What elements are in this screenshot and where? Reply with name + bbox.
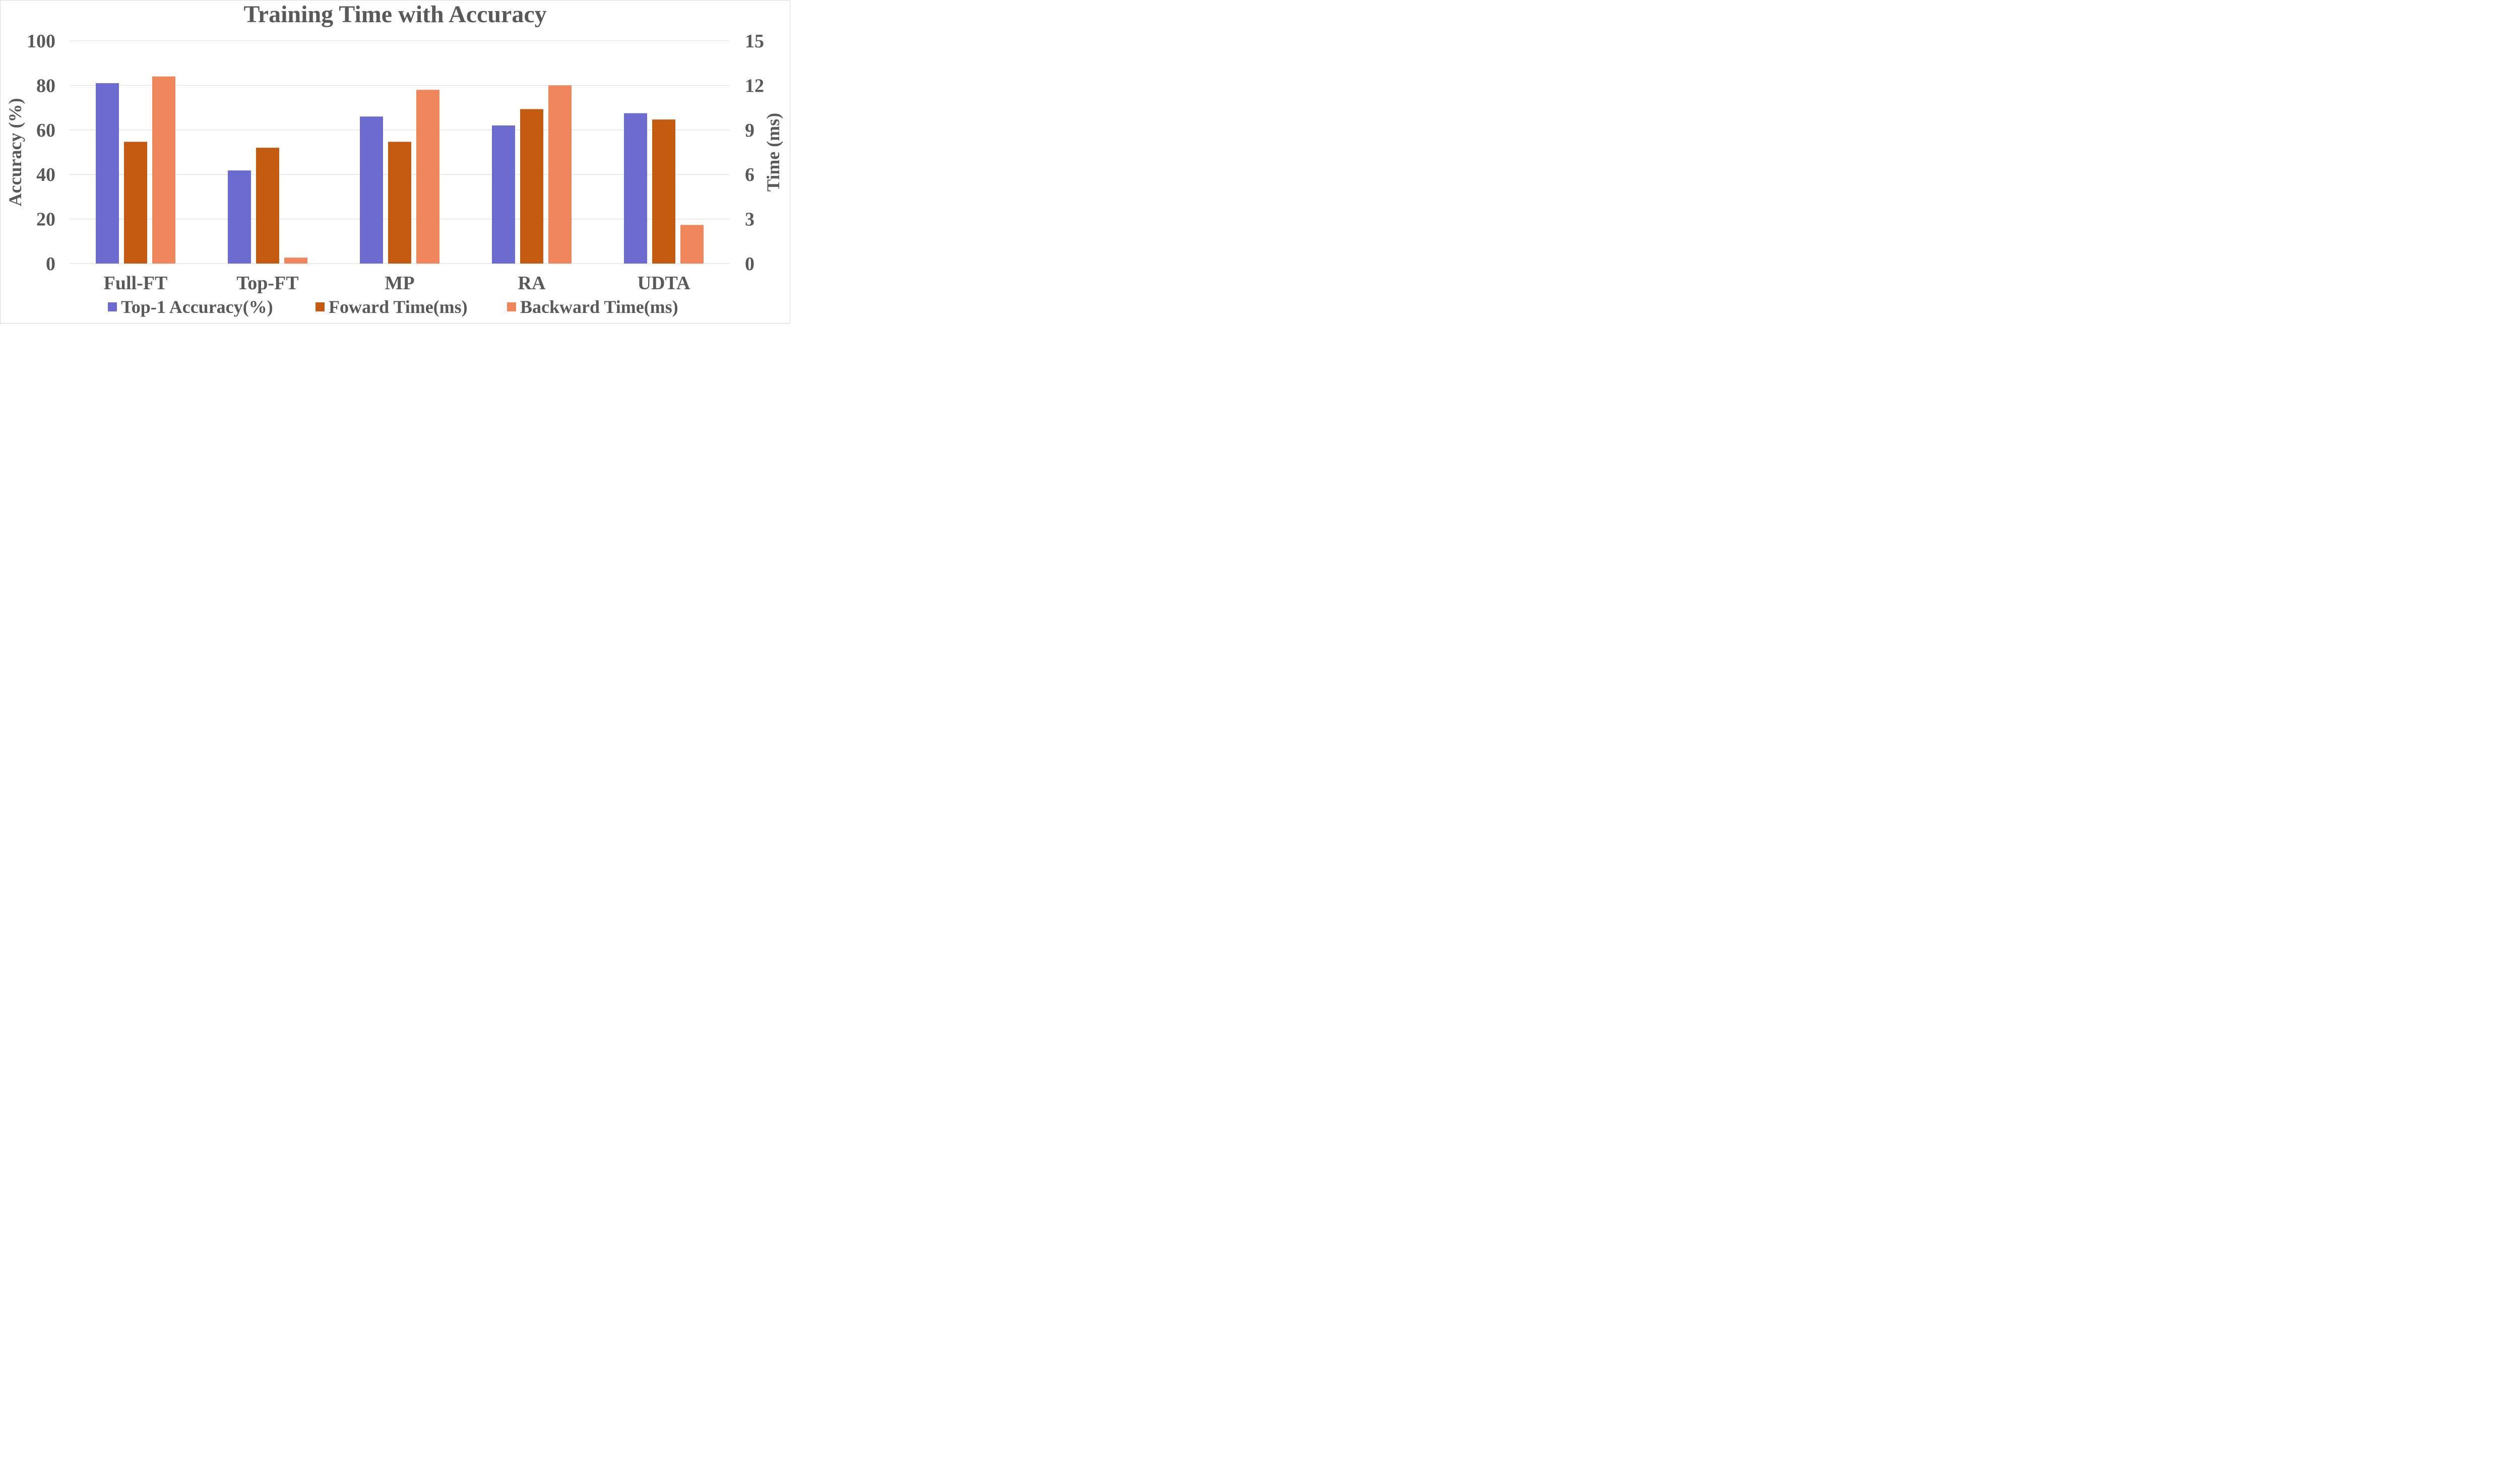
left-axis-ticks: 0 20 40 60 80 100: [27, 31, 55, 275]
right-tick-label: 0: [745, 253, 754, 275]
bar: [152, 76, 175, 264]
legend-swatch: [316, 302, 325, 311]
legend-label: Foward Time(ms): [329, 297, 468, 317]
category-label: RA: [518, 273, 546, 294]
left-tick-label: 40: [36, 164, 55, 185]
legend: Top-1 Accuracy(%) Foward Time(ms) Backward…: [108, 297, 678, 317]
right-axis-title: Time (ms): [763, 113, 783, 191]
bar: [388, 142, 411, 264]
left-tick-label: 60: [36, 120, 55, 141]
bar: [652, 119, 675, 264]
bar: [124, 142, 147, 264]
left-axis-title: Accuracy (%): [5, 98, 25, 207]
bar: [520, 109, 543, 264]
bar: [680, 225, 704, 264]
legend-label: Top-1 Accuracy(%): [121, 297, 273, 317]
bar: [96, 83, 119, 264]
category-label: UDTA: [638, 273, 690, 294]
chart-frame: [0, 0, 790, 324]
bar: [284, 258, 307, 264]
category-label: MP: [385, 273, 414, 294]
category-label: Full-FT: [104, 273, 168, 294]
left-tick-label: 80: [36, 75, 55, 96]
legend-swatch: [108, 302, 117, 311]
bar: [256, 148, 279, 264]
gridlines: [70, 40, 730, 264]
left-tick-label: 100: [27, 31, 55, 52]
right-tick-label: 12: [745, 75, 764, 96]
chart: Training Time with Accuracy 020406080100…: [0, 0, 790, 324]
bar: [624, 113, 647, 264]
right-tick-label: 3: [745, 209, 754, 230]
bar: [416, 90, 439, 264]
right-tick-label: 6: [745, 164, 754, 185]
category-labels: Full-FT Top-FT MP RA UDTA: [104, 273, 690, 294]
right-tick-label: 9: [745, 120, 754, 141]
chart-title: Training Time with Accuracy: [243, 1, 546, 28]
category-label: Top-FT: [236, 273, 298, 294]
legend-label: Backward Time(ms): [520, 297, 678, 317]
bar: [228, 170, 251, 264]
bar: [492, 125, 515, 264]
bar: [548, 85, 572, 264]
left-tick-label: 0: [46, 253, 55, 275]
right-axis-ticks: 0 3 6 9 12 15: [745, 31, 764, 275]
bar: [360, 116, 383, 264]
legend-swatch: [507, 302, 516, 311]
left-tick-label: 20: [36, 209, 55, 230]
bars: [96, 76, 704, 264]
right-tick-label: 15: [745, 31, 764, 52]
